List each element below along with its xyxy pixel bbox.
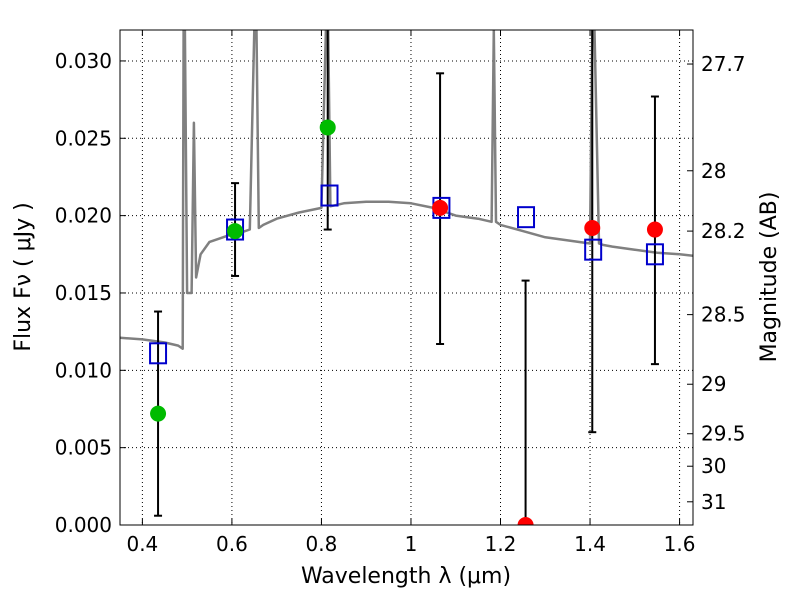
detection-point: [319, 119, 336, 136]
x-tick-label: 0.6: [216, 532, 248, 556]
marker-layer: [149, 119, 664, 525]
model-flux-box: [584, 238, 603, 261]
model-flux-box: [517, 206, 536, 229]
axis-layer: 0.4 0.6 0.8 1 1.2 1.4 1.6 0.000 0.005 0.010 0.015 0…: [55, 30, 746, 556]
grid-layer: [120, 30, 693, 526]
x-tick-label: 1.2: [485, 532, 517, 556]
detection-point: [150, 405, 167, 422]
model-flux-box: [320, 184, 339, 207]
y2-tick-label: 28.5: [701, 303, 746, 327]
y-tick-label: 0.025: [55, 126, 112, 150]
y2-tick-label: 28.2: [701, 219, 746, 243]
y-tick-label: 0.000: [55, 513, 112, 537]
upper-limit-point: [432, 199, 449, 216]
y2-axis-title: Magnitude (AB): [757, 192, 782, 363]
model-flux-box: [149, 342, 168, 365]
y2-tick-label: 29.5: [701, 422, 746, 446]
plot-frame: [119, 29, 694, 526]
upper-limit-point: [517, 517, 534, 525]
upper-limit-point: [584, 220, 601, 236]
upper-limit-point: [646, 221, 663, 238]
x-tick-label: 1: [405, 532, 418, 556]
x-tick-label: 0.4: [126, 532, 158, 556]
y2-tick-label: 30: [701, 454, 726, 478]
detection-point: [227, 223, 244, 240]
model-flux-box: [226, 218, 245, 241]
y-tick-label: 0.010: [55, 358, 112, 382]
y2-tick-label: 27.7: [701, 52, 746, 76]
x-tick-label: 1.6: [664, 532, 696, 556]
y2-tick-label: 28: [701, 159, 726, 183]
plot-background: [120, 30, 693, 525]
y2-tick-label: 31: [701, 490, 726, 514]
x-tick-label: 1.4: [574, 532, 606, 556]
y-tick-label: 0.005: [55, 436, 112, 460]
model-flux-box: [645, 243, 664, 266]
y-tick-label: 0.020: [55, 204, 112, 228]
y2-tick-label: 29: [701, 372, 726, 396]
y-axis-title: Flux Fν ( μJy ): [11, 202, 36, 351]
y-tick-label: 0.015: [55, 281, 112, 305]
y-tick-label: 0.030: [55, 49, 112, 73]
x-tick-label: 0.8: [306, 532, 338, 556]
x-axis-title: Wavelength λ (μm): [301, 564, 511, 589]
